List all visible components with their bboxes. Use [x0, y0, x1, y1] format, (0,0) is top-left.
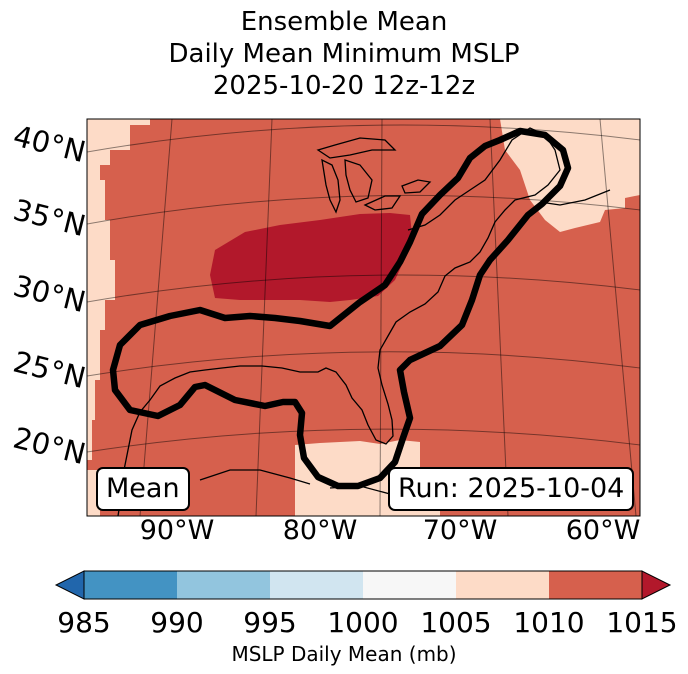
colorbar-cell-1010: [549, 571, 642, 599]
title-line-1: Ensemble Mean: [240, 7, 448, 37]
colorbar-label: MSLP Daily Mean (mb): [231, 642, 457, 666]
mslp-fill-1005-1010-northeast: [500, 119, 640, 232]
lon-label-80w: 80°W: [282, 515, 358, 546]
lon-label-70w: 70°W: [422, 515, 498, 546]
colorbar-tick-1005: 1005: [420, 606, 492, 639]
colorbar-extend-high: [641, 570, 672, 600]
mslp-fill-above-1015: [210, 213, 412, 302]
colorbar-tick-990: 990: [150, 606, 204, 639]
colorbar-tick-995: 995: [243, 606, 297, 639]
title-line-3: 2025-10-20 12z-12z: [212, 71, 476, 101]
lon-label-60w: 60°W: [565, 515, 641, 546]
title-line-2: Daily Mean Minimum MSLP: [168, 39, 520, 69]
mean-label: Mean: [96, 467, 190, 511]
colorbar-cell-1005: [456, 571, 549, 599]
mslp-fill-1005-1010-west: [87, 119, 150, 460]
lon-label-90w: 90°W: [139, 515, 215, 546]
run-label: Run: 2025-10-04: [388, 467, 635, 511]
colorbar-cell-985: [84, 571, 177, 599]
mslp-contour: [109, 127, 572, 490]
colorbar-tick-1010: 1010: [513, 606, 585, 639]
colorbar-cell-995: [270, 571, 363, 599]
colorbar-frame: [83, 570, 643, 600]
colorbar-tick-985: 985: [57, 606, 111, 639]
colorbar-tick-1000: 1000: [327, 606, 399, 639]
colorbar-extend-low: [54, 570, 85, 600]
map-frame: [86, 118, 641, 517]
colorbar-cell-1000: [363, 571, 456, 599]
colorbar-cell-990: [177, 571, 270, 599]
colorbar-tick-1015: 1015: [606, 606, 678, 639]
